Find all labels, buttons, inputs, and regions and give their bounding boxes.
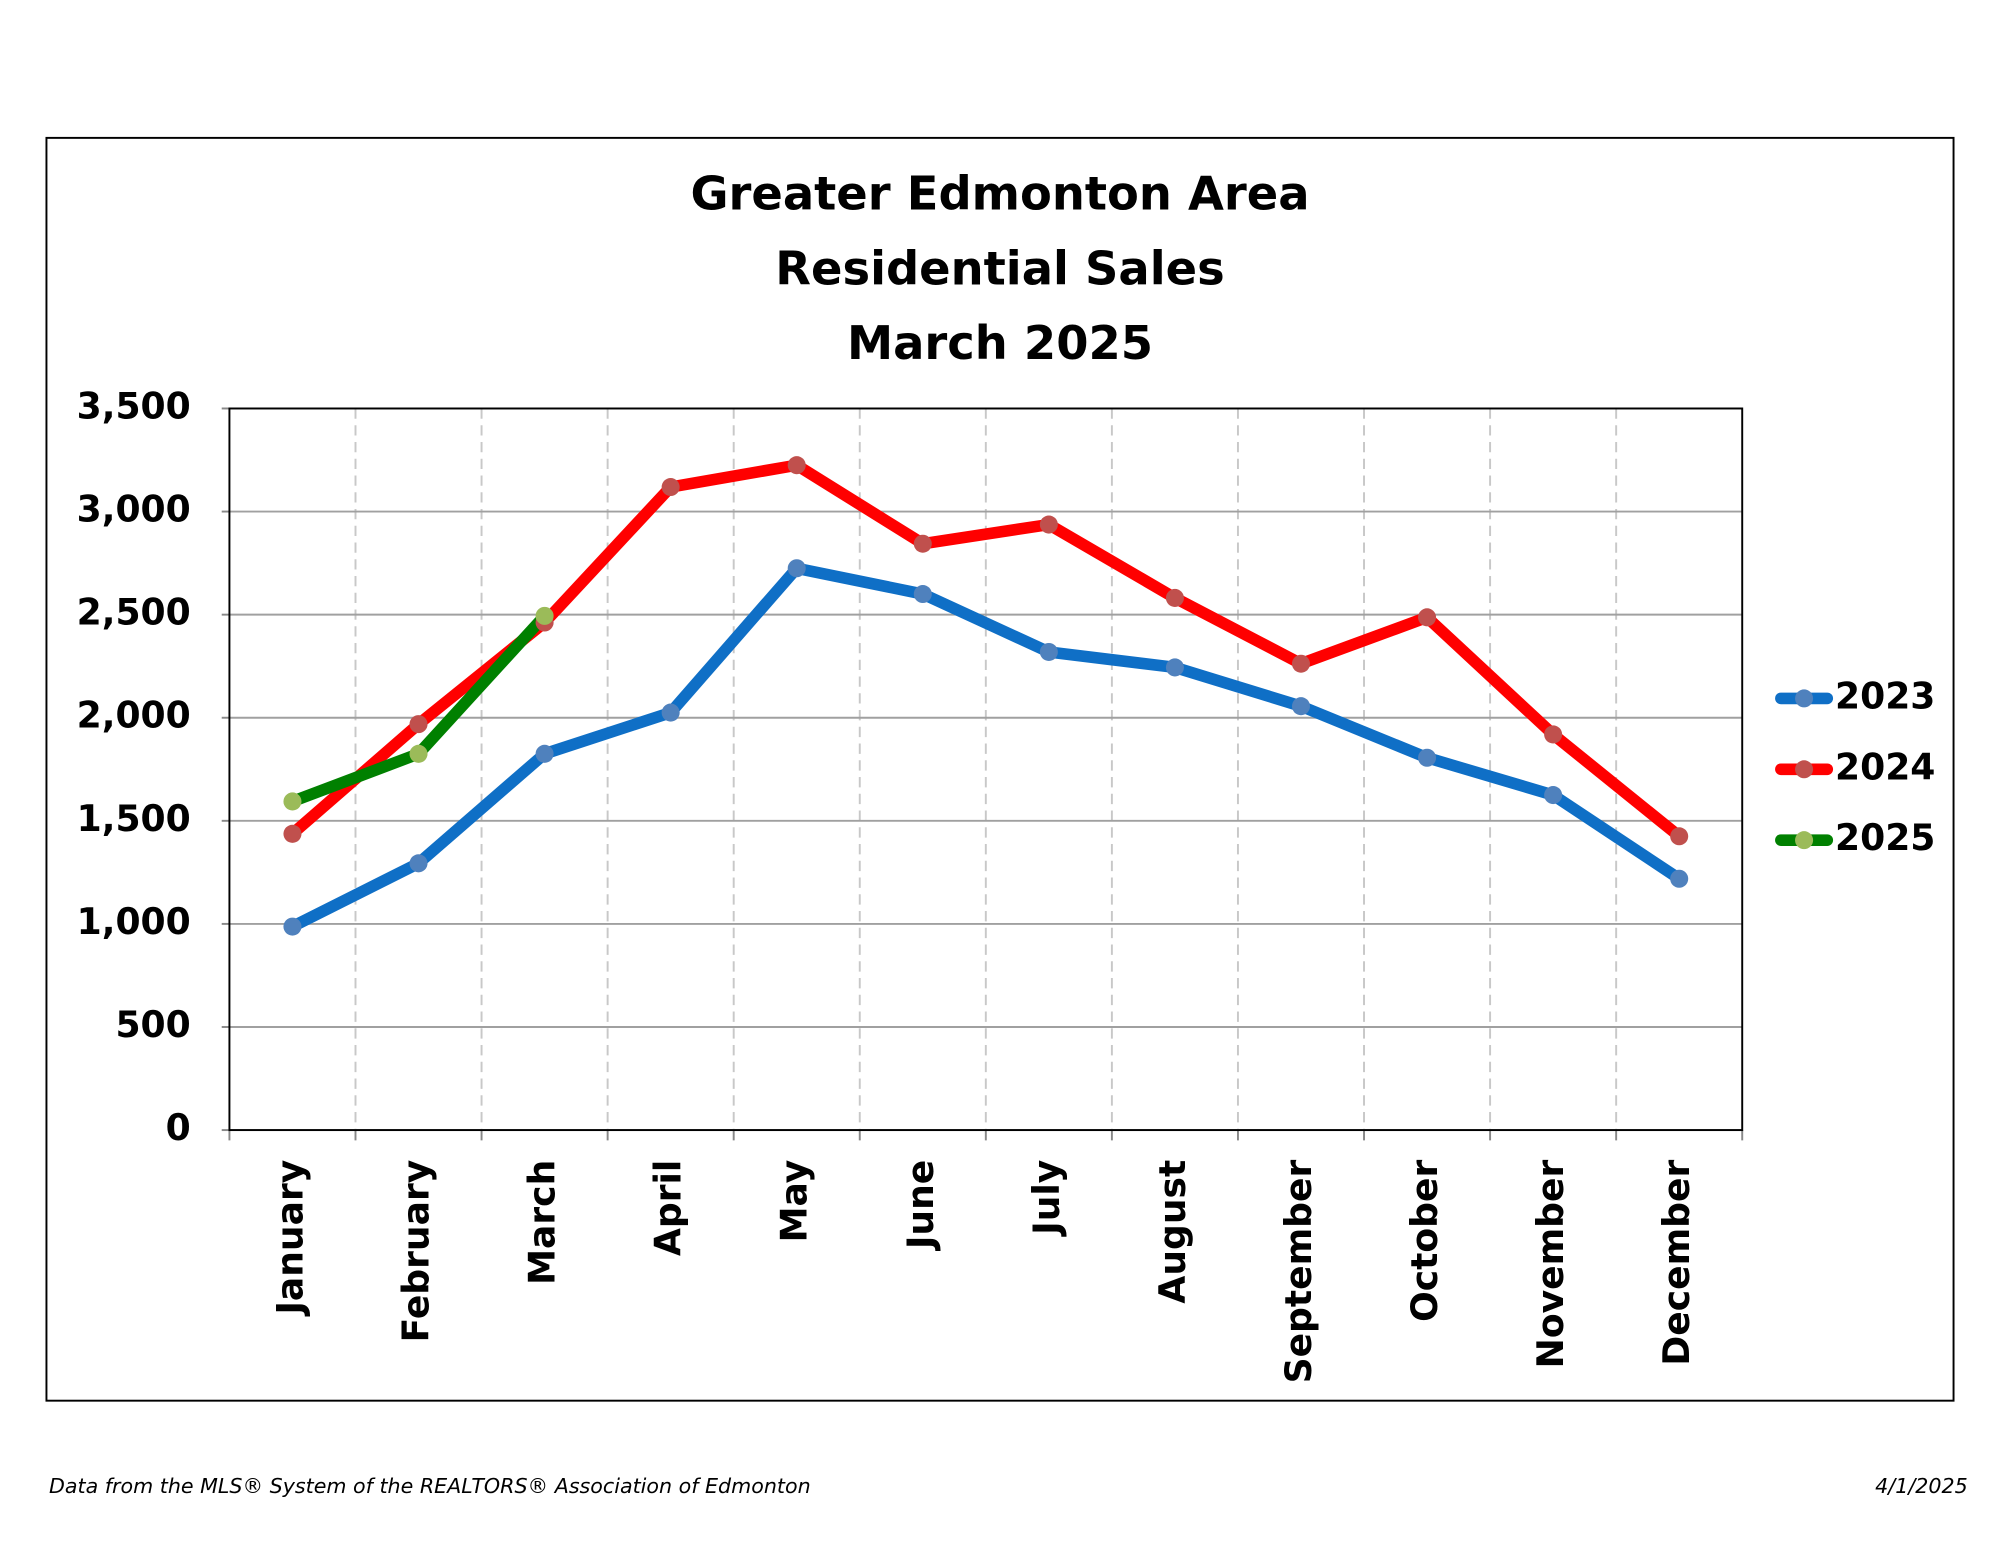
- x-tick-label: October: [1404, 1160, 1446, 1322]
- chart-title: March 2025: [847, 316, 1153, 370]
- data-point: [409, 744, 428, 763]
- x-tick-label: November: [1530, 1160, 1572, 1369]
- chart-title: Greater Edmonton Area: [690, 167, 1309, 221]
- x-tick-label: May: [774, 1160, 816, 1243]
- x-tick-label: June: [900, 1160, 942, 1252]
- x-tick-label: July: [1026, 1160, 1068, 1238]
- data-point: [283, 824, 302, 843]
- y-tick-label: 1,000: [77, 901, 191, 943]
- data-point: [1039, 642, 1058, 661]
- data-point: [1165, 658, 1184, 677]
- y-tick-label: 2,500: [77, 592, 191, 634]
- data-point: [1418, 748, 1437, 767]
- legend-marker: [1795, 689, 1814, 708]
- data-point: [283, 917, 302, 936]
- x-tick-label: August: [1152, 1160, 1194, 1304]
- data-point: [1670, 869, 1689, 888]
- legend-label: 2025: [1835, 817, 1935, 859]
- legend-label: 2024: [1835, 746, 1935, 788]
- y-tick-label: 2,000: [77, 695, 191, 737]
- legend-marker: [1795, 760, 1814, 779]
- data-point: [787, 456, 806, 475]
- y-tick-label: 3,500: [77, 385, 191, 427]
- data-point: [1544, 786, 1563, 805]
- data-point: [535, 744, 554, 763]
- plot-border: [228, 407, 1744, 1132]
- data-point: [409, 715, 428, 734]
- data-point: [1165, 588, 1184, 607]
- chart-title: Residential Sales: [775, 241, 1224, 295]
- series-line: [286, 562, 1685, 933]
- x-tick-label: March: [522, 1160, 564, 1285]
- y-tick-label: 3,000: [77, 489, 191, 531]
- data-point: [535, 606, 554, 625]
- legend-label: 2023: [1835, 675, 1935, 717]
- footer-source: Data from the MLS® System of the REALTOR…: [49, 1474, 811, 1498]
- x-tick-label: January: [269, 1160, 311, 1318]
- y-tick-label: 0: [166, 1107, 191, 1149]
- data-point: [1544, 725, 1563, 744]
- data-point: [1291, 654, 1311, 673]
- footer-date: 4/1/2025: [1875, 1474, 1968, 1498]
- x-tick-label: February: [396, 1160, 438, 1343]
- y-tick-label: 500: [115, 1004, 190, 1046]
- legend-marker: [1795, 831, 1814, 850]
- data-point: [283, 792, 302, 811]
- data-point: [1418, 608, 1437, 627]
- x-tick-label: September: [1278, 1160, 1320, 1384]
- data-point: [913, 585, 932, 604]
- data-point: [1670, 827, 1689, 846]
- data-point: [409, 854, 428, 873]
- x-tick-label: December: [1656, 1160, 1698, 1366]
- data-point: [1291, 697, 1311, 716]
- data-point: [913, 534, 932, 553]
- y-tick-label: 1,500: [77, 798, 191, 840]
- data-point: [787, 559, 806, 578]
- data-point: [661, 703, 680, 722]
- data-point: [661, 478, 680, 497]
- x-tick-label: April: [648, 1160, 690, 1256]
- data-point: [1039, 515, 1058, 534]
